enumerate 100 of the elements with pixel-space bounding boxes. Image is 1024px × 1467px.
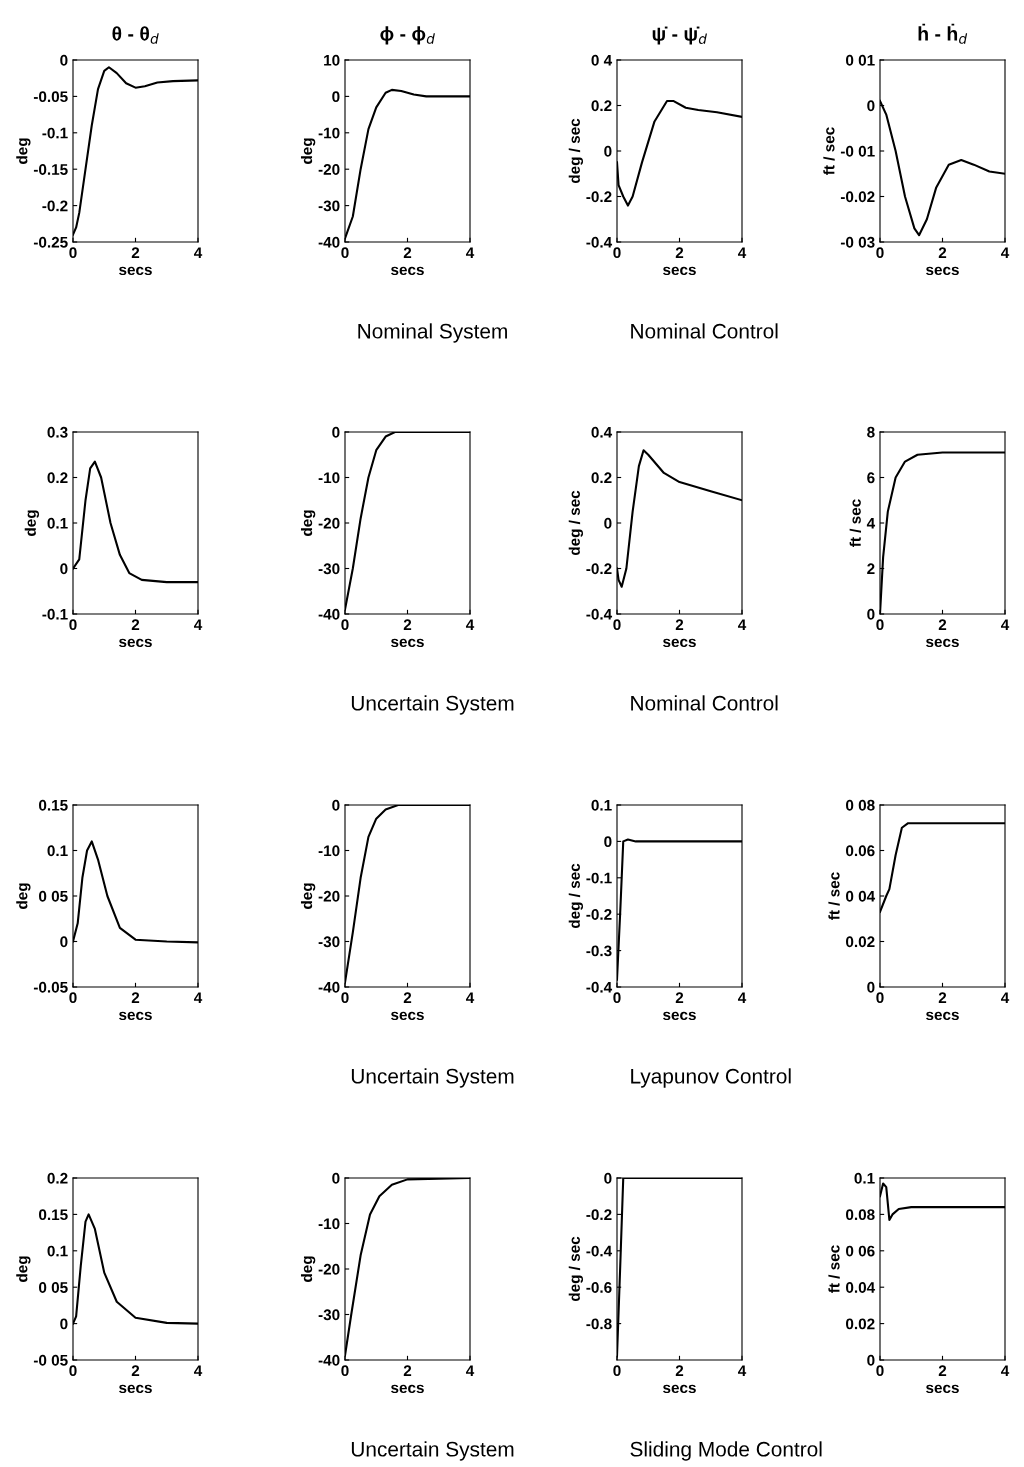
y-tick-label: -30 bbox=[318, 200, 340, 212]
text: Lyapunov Control bbox=[631, 1068, 791, 1088]
text: Uncertain System bbox=[351, 1068, 514, 1088]
y-tick-label: -0 03 bbox=[840, 236, 875, 248]
y-axis-title: deg / sec bbox=[568, 863, 584, 929]
x-axis-title: secs bbox=[119, 1011, 152, 1021]
y-tick-label: 6 bbox=[867, 472, 875, 484]
x-tick-label: 0 bbox=[613, 992, 621, 1004]
y-tick-label: -0.2 bbox=[586, 1209, 612, 1221]
y-tick-label: 4 bbox=[866, 518, 876, 529]
y-tick-label: -40 bbox=[318, 981, 340, 993]
text: Nominal Control bbox=[631, 323, 778, 339]
x-tick-label: 2 bbox=[938, 1365, 947, 1376]
y-tick-label: -30 bbox=[318, 563, 340, 575]
y-tick-label: 0 04 bbox=[846, 890, 876, 902]
text: Uncertain System bbox=[351, 695, 514, 715]
y-tick-label: -0.4 bbox=[586, 981, 613, 993]
x-axis-title: secs bbox=[663, 638, 696, 648]
chart-title: ψ̇ - ψ̇$_{d}$ bbox=[652, 26, 707, 45]
y-tick-label: 8 bbox=[867, 426, 875, 438]
y-tick-label: 0 bbox=[604, 145, 612, 157]
y-tick-label: 0.08 bbox=[846, 1209, 875, 1221]
y-tick-label: -30 bbox=[318, 1309, 340, 1321]
x-tick-label: 0 bbox=[341, 992, 349, 1004]
chart-title: ḣ - ḣ$_{d}$ bbox=[918, 23, 968, 44]
y-axis-title: deg bbox=[16, 138, 31, 164]
y-axis-title: deg bbox=[300, 883, 316, 909]
x-tick-label: 2 bbox=[403, 619, 412, 630]
y-tick-label: -0.2 bbox=[42, 200, 68, 212]
y-axis-title: deg / sec bbox=[568, 1236, 584, 1302]
y-tick-label: -20 bbox=[318, 1263, 340, 1275]
y-tick-label: -0.2 bbox=[586, 191, 612, 203]
y-axis-title: deg bbox=[300, 138, 316, 164]
x-axis-title: secs bbox=[926, 638, 959, 648]
y-tick-label: -40 bbox=[318, 236, 340, 248]
y-tick-label: -0.3 bbox=[586, 945, 612, 957]
x-tick-label: 2 bbox=[403, 1365, 412, 1376]
y-tick-label: 0.1 bbox=[591, 799, 612, 811]
y-tick-label: 0 bbox=[604, 1172, 612, 1184]
y-tick-label: 0 bbox=[60, 936, 68, 948]
x-tick-label: 0 bbox=[341, 619, 349, 631]
y-axis-title: deg bbox=[300, 1256, 316, 1282]
x-tick-label: 2 bbox=[131, 992, 140, 1003]
x-tick-label: 0 bbox=[876, 247, 884, 259]
y-tick-label: -10 bbox=[318, 1218, 340, 1230]
y-tick-label: 0 bbox=[60, 563, 68, 575]
y-tick-label: 0.1 bbox=[47, 845, 68, 857]
y-tick-label: 0.3 bbox=[47, 426, 68, 438]
y-tick-label: 0.02 bbox=[846, 1318, 875, 1330]
x-tick-label: 4 bbox=[193, 619, 203, 630]
x-tick-label: 2 bbox=[675, 1365, 684, 1376]
x-axis-title: secs bbox=[119, 638, 152, 648]
y-tick-label: 0.1 bbox=[47, 517, 68, 529]
x-tick-label: 2 bbox=[675, 992, 684, 1003]
chart-title: θ - θ$_{d}$ bbox=[112, 26, 159, 44]
y-tick-label: 0.06 bbox=[846, 845, 875, 857]
y-tick-label: -0.8 bbox=[586, 1318, 612, 1330]
y-tick-label: -0.4 bbox=[586, 1245, 613, 1257]
y-tick-label: 0 bbox=[60, 1318, 68, 1330]
x-tick-label: 4 bbox=[465, 619, 475, 630]
x-tick-label: 4 bbox=[737, 1365, 747, 1376]
x-axis-title: secs bbox=[663, 1384, 696, 1394]
y-tick-label: 0.2 bbox=[591, 100, 612, 112]
x-axis-title: secs bbox=[119, 266, 152, 276]
y-tick-label: 2 bbox=[867, 563, 875, 575]
y-tick-label: -0.02 bbox=[840, 191, 875, 203]
text: Uncertain System bbox=[351, 1441, 514, 1461]
y-tick-label: -0.1 bbox=[42, 127, 68, 139]
x-tick-label: 2 bbox=[675, 619, 684, 630]
x-tick-label: 0 bbox=[613, 247, 621, 259]
x-tick-label: 4 bbox=[737, 619, 747, 630]
x-tick-label: 2 bbox=[938, 992, 947, 1003]
y-tick-label: 0 bbox=[867, 981, 875, 993]
y-tick-label: 0 05 bbox=[39, 1282, 68, 1293]
y-axis-title: deg / sec bbox=[568, 490, 584, 556]
x-tick-label: 2 bbox=[403, 992, 412, 1003]
x-tick-label: 4 bbox=[1000, 1365, 1010, 1376]
y-tick-label: -20 bbox=[318, 164, 340, 175]
y-tick-label: 0.04 bbox=[846, 1282, 876, 1293]
text: Sliding Mode Control bbox=[630, 1441, 822, 1461]
x-tick-label: 2 bbox=[938, 247, 947, 258]
y-tick-label: 0.2 bbox=[591, 472, 612, 484]
x-tick-label: 2 bbox=[131, 1365, 140, 1376]
x-axis-title: secs bbox=[391, 1384, 424, 1394]
y-tick-label: 0.1 bbox=[47, 1245, 68, 1257]
text: Nominal Control bbox=[631, 695, 778, 711]
x-tick-label: 0 bbox=[69, 619, 77, 631]
y-tick-label: 0 bbox=[604, 836, 612, 848]
y-axis-title: ft / sec bbox=[823, 127, 835, 175]
x-tick-label: 2 bbox=[131, 619, 140, 630]
y-tick-label: -0.15 bbox=[33, 164, 68, 175]
y-tick-label: 0 4 bbox=[591, 54, 613, 66]
y-tick-label: -0.1 bbox=[586, 872, 612, 884]
x-tick-label: 0 bbox=[341, 1365, 349, 1377]
x-axis-title: secs bbox=[391, 1011, 424, 1021]
y-tick-label: -30 bbox=[318, 936, 340, 948]
x-tick-label: 4 bbox=[193, 247, 203, 258]
x-axis-title: secs bbox=[926, 266, 959, 276]
y-axis-title: deg bbox=[16, 883, 31, 909]
y-tick-label: -20 bbox=[318, 890, 340, 902]
